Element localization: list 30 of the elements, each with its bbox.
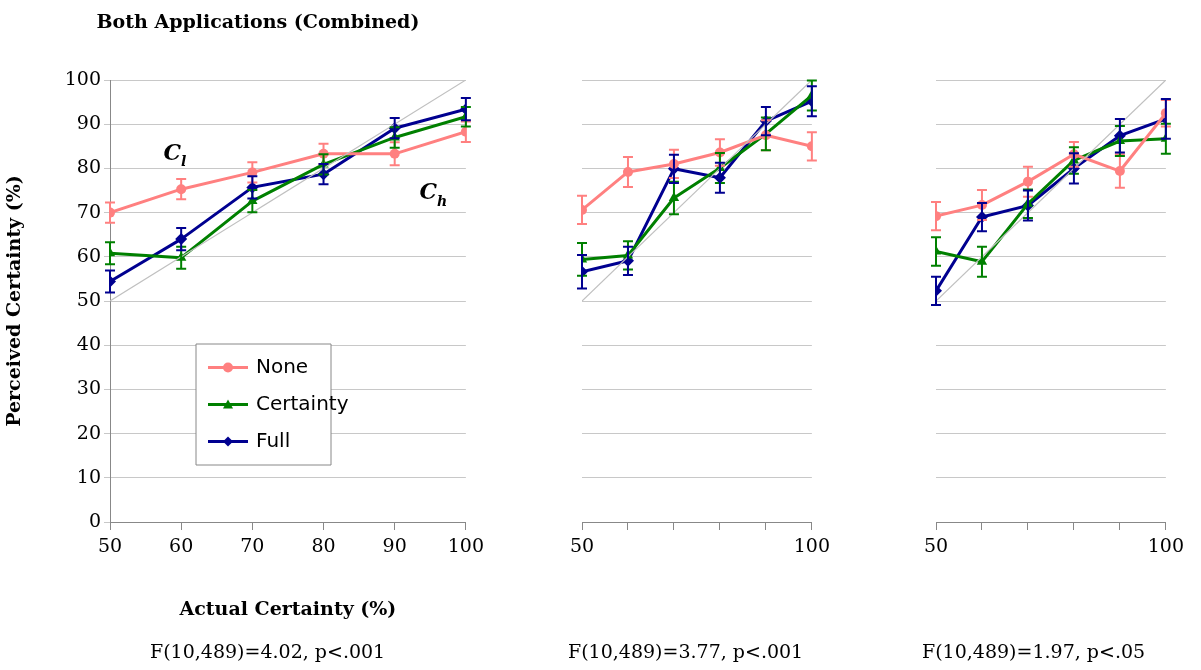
text: F(10,489)=3.77, p<.001 (568, 640, 804, 662)
y-tick-label: 50 (76, 287, 101, 310)
y-tick-label: 30 (76, 376, 101, 399)
x-axis-title: Actual Certainty (%) (178, 596, 397, 619)
y-tick-label: 10 (76, 464, 101, 487)
chart-title: Both Applications (Combined) (96, 10, 420, 32)
y-axis-title: Perceived Certainty (%) (2, 175, 25, 427)
x-tick-label: 80 (311, 534, 336, 557)
y-tick-label: 80 (76, 155, 101, 178)
legend-label: Certainty (256, 390, 349, 415)
y-tick-label: 0 (88, 508, 101, 531)
y-tick-label: 70 (76, 199, 101, 222)
y-tick-label: 90 (76, 111, 101, 134)
x-tick-label: 60 (169, 534, 194, 557)
x-tick-label: 100 (793, 534, 830, 557)
y-tick-label: 100 (64, 66, 101, 89)
y-tick-label: 60 (76, 243, 101, 266)
x-tick-label: 50 (97, 534, 123, 557)
x-tick-label: 100 (1147, 534, 1184, 557)
y-tick-label: 20 (76, 420, 101, 443)
x-tick-label: 50 (569, 534, 595, 557)
text: F(10,489)=4.02, p<.001 (150, 640, 386, 662)
x-tick-label: 100 (447, 534, 484, 557)
x-tick-label: 50 (923, 534, 949, 557)
legend-label: Full (256, 427, 291, 452)
y-tick-label: 40 (76, 332, 101, 355)
legend-label: None (256, 353, 309, 378)
x-tick-label: 70 (240, 534, 265, 557)
text: F(10,489)=1.97, p<.05 (922, 640, 1146, 662)
x-tick-label: 90 (382, 534, 407, 557)
